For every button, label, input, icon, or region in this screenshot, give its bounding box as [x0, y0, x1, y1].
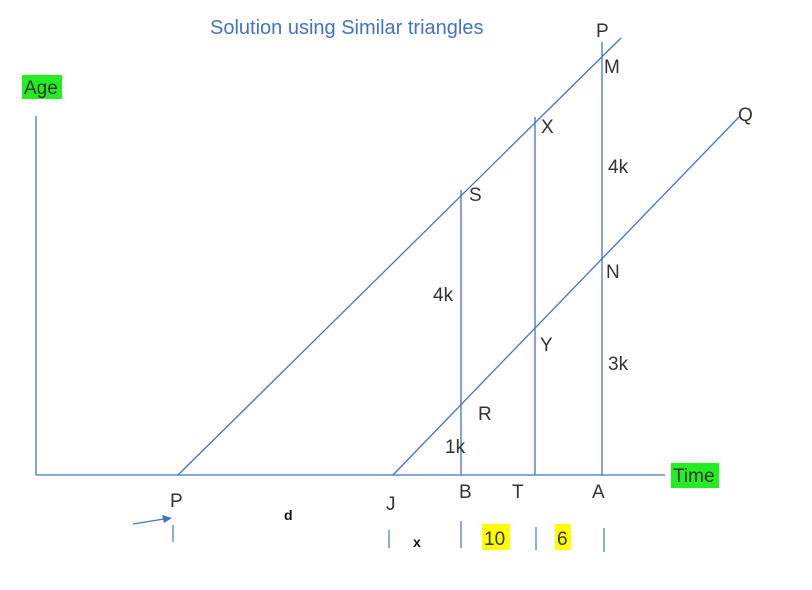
- point-n: N: [606, 262, 620, 283]
- time-label-highlight: [671, 463, 719, 488]
- arrow-head: [162, 515, 172, 523]
- foot-b: B: [459, 482, 472, 503]
- point-s: S: [469, 185, 482, 206]
- x-axis-label: Time: [673, 466, 715, 487]
- lower-age-line: [392, 116, 740, 476]
- point-r: R: [478, 404, 492, 425]
- segment-6: 6: [557, 529, 568, 550]
- segment-10-highlight: [482, 524, 510, 550]
- ratio-3k-right: 3k: [608, 354, 629, 375]
- point-y: Y: [540, 335, 553, 356]
- origin-j: J: [386, 494, 396, 515]
- diagram-title: Solution using Similar triangles: [210, 17, 483, 39]
- ratio-4k-right: 4k: [608, 157, 629, 178]
- point-x: X: [541, 117, 554, 138]
- foot-t: T: [512, 482, 524, 503]
- y-axis-label: Age: [24, 78, 58, 99]
- origin-p: P: [170, 491, 183, 512]
- arrow-shaft: [132, 518, 165, 525]
- age-label-highlight: [22, 75, 62, 99]
- segment-d: d: [284, 507, 293, 523]
- point-m: M: [604, 57, 620, 78]
- foot-a: A: [592, 482, 605, 503]
- ratio-4k-left: 4k: [433, 285, 454, 306]
- segment-x: x: [413, 534, 421, 550]
- point-q: Q: [738, 105, 753, 126]
- segment-10: 10: [484, 529, 505, 550]
- upper-age-line: [177, 37, 622, 476]
- ratio-1k-left: 1k: [445, 437, 466, 458]
- point-p-top: P: [596, 21, 609, 42]
- segment-6-highlight: [555, 524, 571, 550]
